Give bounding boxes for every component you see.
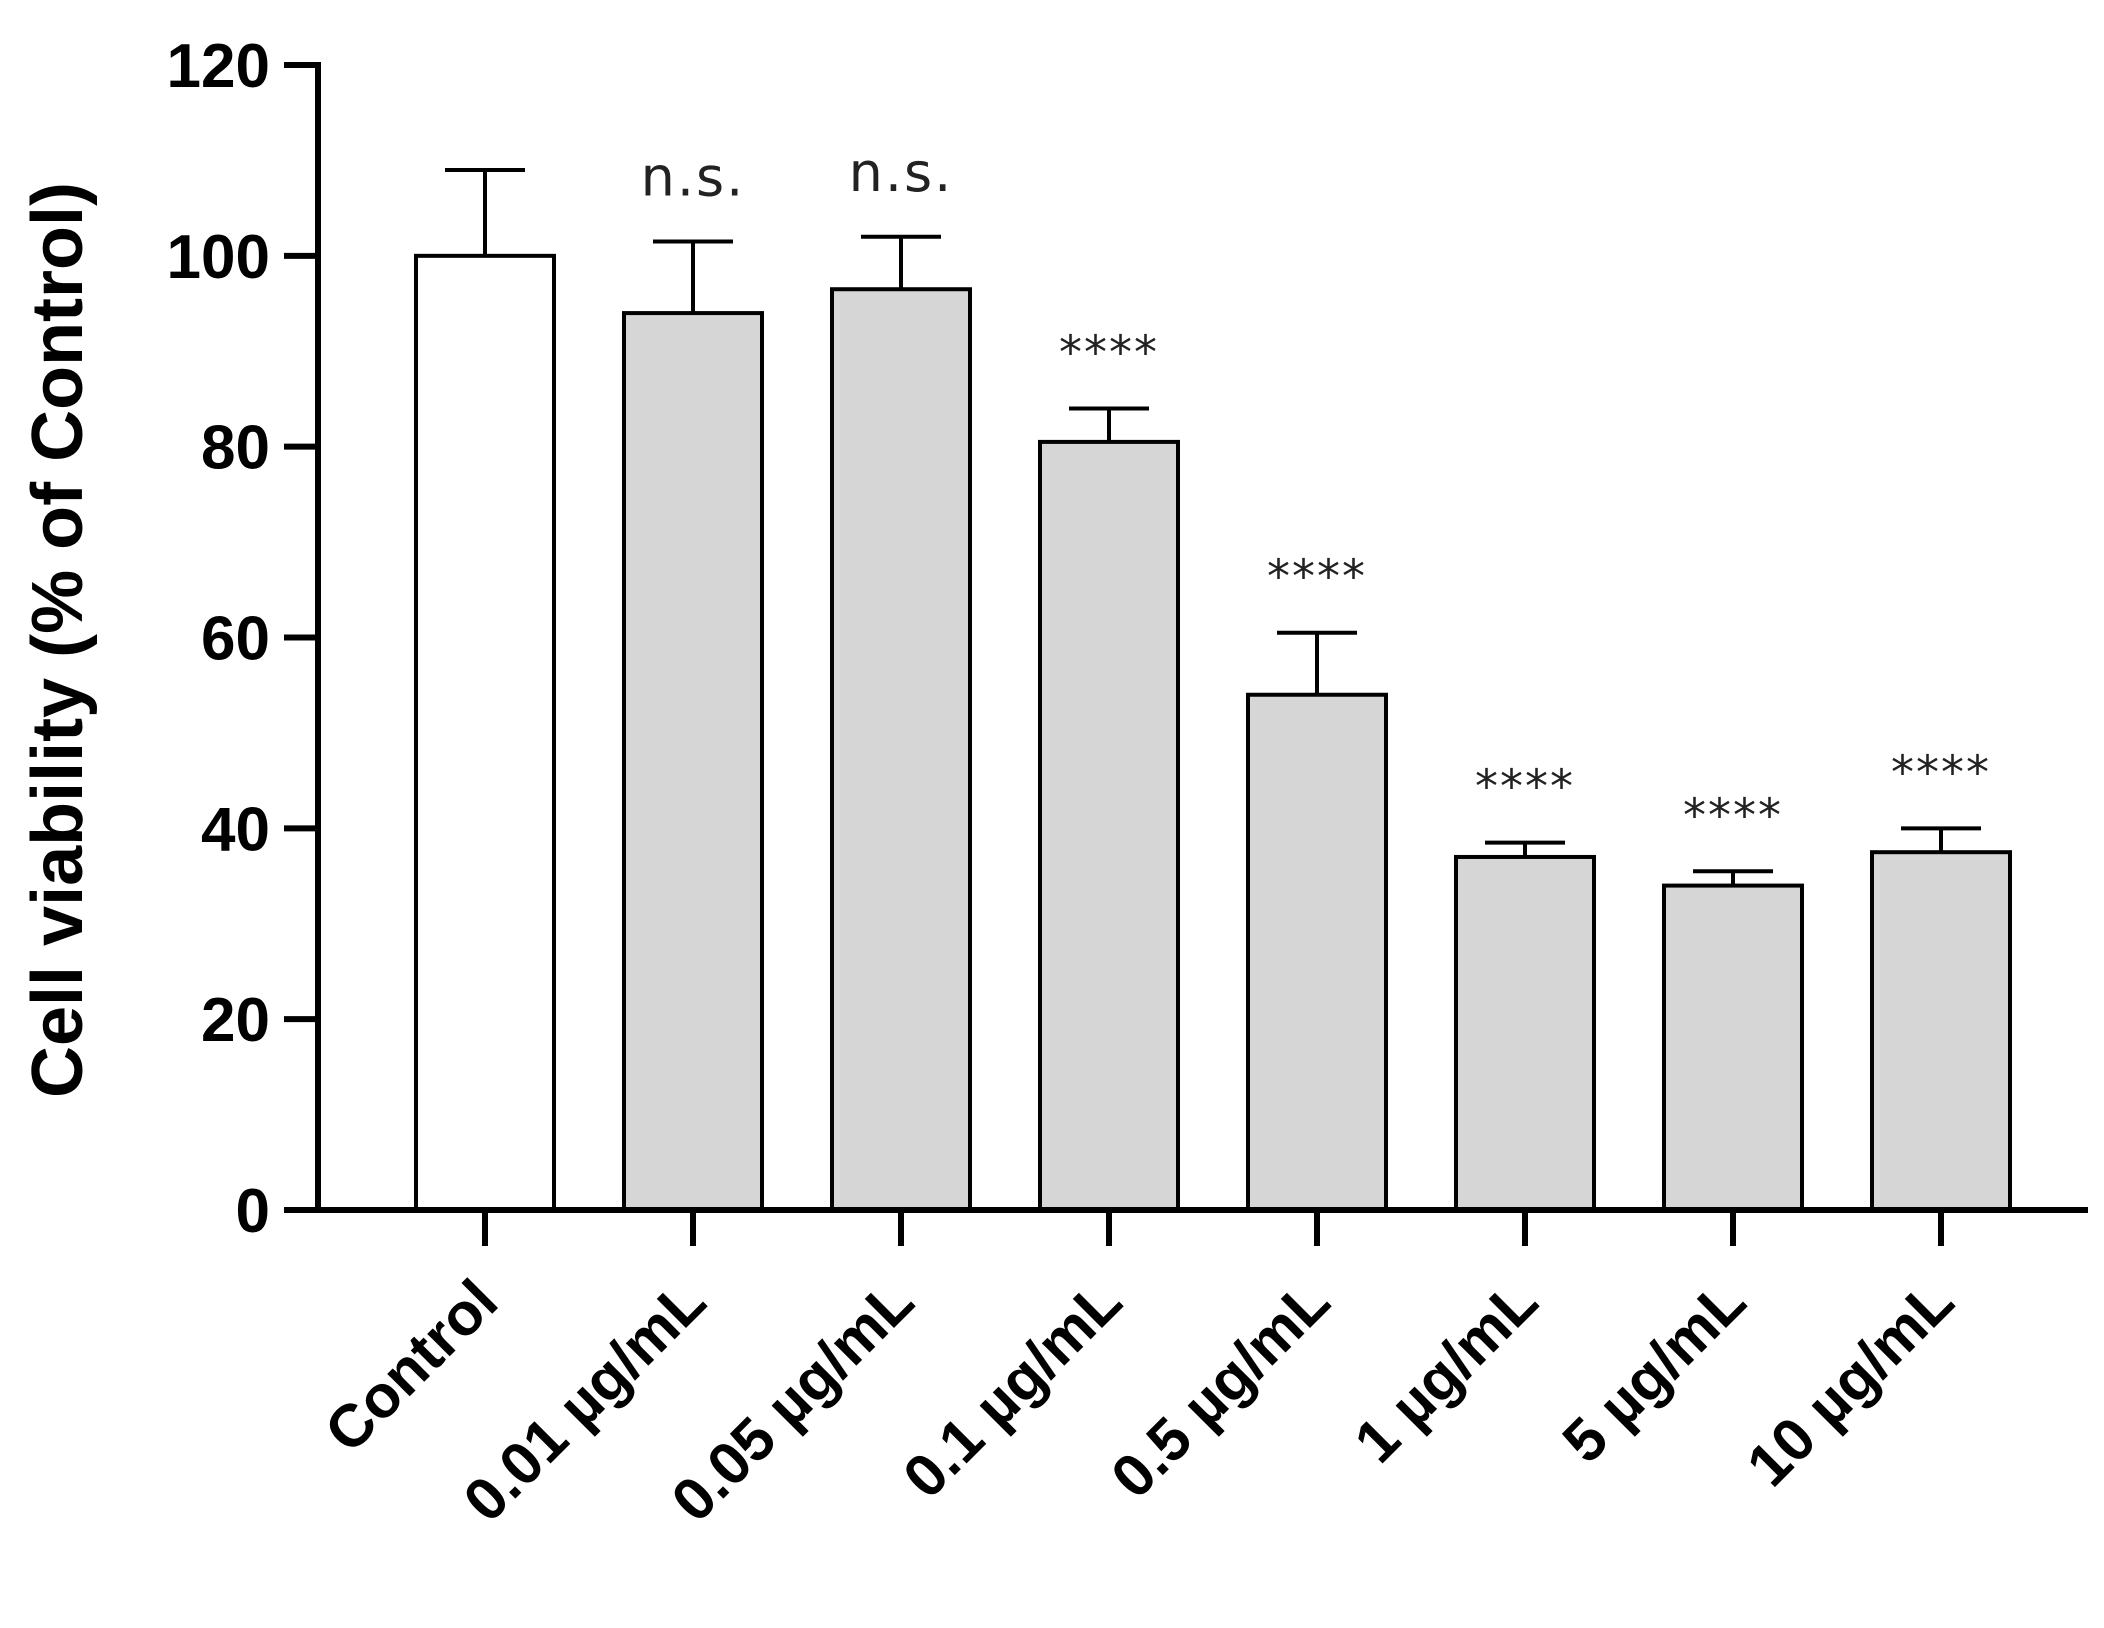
significance-label-6: **** — [1683, 788, 1783, 842]
x-category-label-7: 10 µg/mL — [1734, 1267, 1966, 1499]
significance-label-2: n.s. — [849, 141, 954, 204]
bar-7 — [1870, 850, 2012, 1212]
significance-label-3: **** — [1059, 326, 1159, 380]
bar-6 — [1662, 883, 1804, 1212]
bar-0 — [414, 253, 556, 1213]
bar-4 — [1246, 692, 1388, 1212]
y-tick-label: 60 — [201, 605, 270, 674]
x-category-label-3: 0.1 µg/mL — [890, 1267, 1134, 1511]
y-tick-label: 120 — [167, 32, 270, 101]
y-tick-label: 0 — [236, 1177, 270, 1246]
y-axis-title: Cell viability (% of Control) — [18, 182, 98, 1098]
bars-group — [414, 253, 2012, 1213]
y-tick-label: 80 — [201, 414, 270, 483]
axes-group — [315, 62, 2088, 1213]
y-tick-label: 40 — [201, 795, 270, 864]
bar-3 — [1038, 439, 1180, 1213]
bar-5 — [1454, 854, 1596, 1212]
bar-2 — [830, 287, 972, 1212]
significance-label-4: **** — [1267, 550, 1367, 604]
significance-label-5: **** — [1475, 760, 1575, 814]
significance-label-1: n.s. — [641, 146, 746, 209]
significance-label-7: **** — [1891, 745, 1991, 799]
x-category-label-0: Control — [312, 1267, 510, 1465]
annotations-group: n.s. n.s. **** **** **** **** **** — [641, 141, 1991, 843]
x-category-label-4: 0.5 µg/mL — [1098, 1267, 1342, 1511]
y-ticks-group: 0 20 40 60 80 100 120 — [167, 32, 318, 1246]
x-category-label-6: 5 µg/mL — [1550, 1267, 1759, 1476]
y-tick-label: 20 — [201, 986, 270, 1055]
y-tick-label: 100 — [167, 223, 270, 292]
bar-1 — [622, 311, 764, 1213]
x-category-label-5: 1 µg/mL — [1342, 1267, 1551, 1476]
error-bars-group — [445, 167, 1981, 886]
